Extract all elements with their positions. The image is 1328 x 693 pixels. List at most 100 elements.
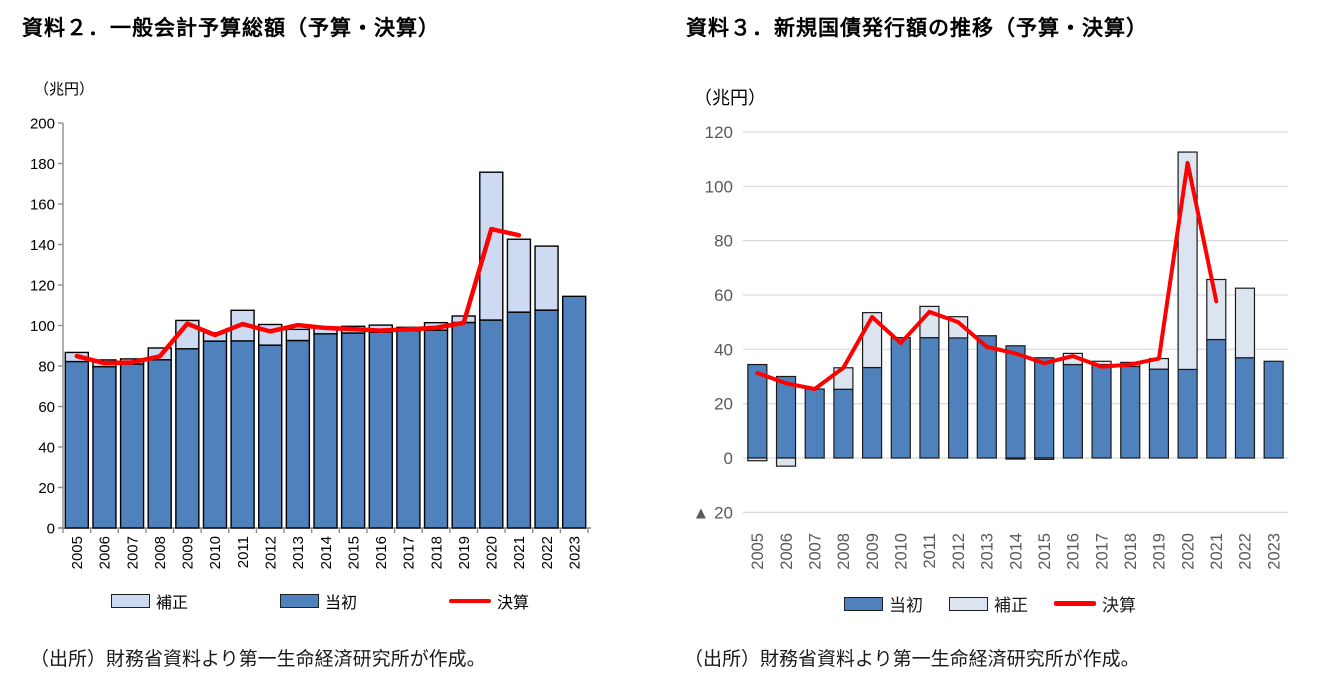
y-axis-tick-label: 180 <box>30 156 55 173</box>
source-note-right: （出所）財務省資料より第一生命経済研究所が作成。 <box>684 649 1140 670</box>
bar-initial-2018 <box>423 329 449 529</box>
x-axis-label-2017: 2017 <box>1093 533 1111 570</box>
x-axis-label-2020: 2020 <box>1179 533 1197 570</box>
bar-supplementary-2022 <box>1234 287 1256 359</box>
bar-supplementary-2021 <box>1206 278 1227 341</box>
x-axis-label-2006: 2006 <box>97 536 114 569</box>
x-axis-label-2006: 2006 <box>778 533 796 570</box>
x-axis-label-2016: 2016 <box>1065 533 1083 570</box>
x-axis-label-2019: 2019 <box>456 536 473 569</box>
y-axis-tick-label: 120 <box>705 123 733 142</box>
legend-box-swatch-dark <box>844 596 883 611</box>
bar-initial-2006 <box>775 375 797 459</box>
y-axis-tick-label: 80 <box>714 232 733 251</box>
x-axis-label-2005: 2005 <box>69 536 86 569</box>
x-axis-label-2011: 2011 <box>921 533 939 568</box>
bar-initial-2010 <box>202 340 228 529</box>
x-axis-label-2011: 2011 <box>235 536 252 568</box>
bar-initial-2005 <box>64 360 90 529</box>
bar-supplementary-2020 <box>1177 151 1198 371</box>
x-axis-label-2008: 2008 <box>152 536 169 569</box>
bar-initial-2012 <box>258 344 283 529</box>
bar-supplementary-2013 <box>285 328 311 342</box>
x-axis-label-2021: 2021 <box>1208 533 1226 570</box>
x-axis-label-2018: 2018 <box>428 536 445 569</box>
legend-line-swatch <box>449 598 491 604</box>
bar-supplementary-2005 <box>747 457 768 462</box>
bar-initial-2023 <box>1263 360 1284 459</box>
legend-item-light: 補正 <box>110 589 188 613</box>
y-axis-tick-label: 120 <box>30 277 55 294</box>
y-axis-tick-label: ▲ 20 <box>693 503 733 522</box>
chart-title-right: 資料３．新規国債発行額の推移（予算・決算） <box>686 17 1148 40</box>
bar-initial-2013 <box>285 339 311 529</box>
y-axis-unit-label-right: （兆円） <box>694 88 766 108</box>
bar-initial-2012 <box>948 337 969 459</box>
bar-initial-2013 <box>976 335 997 459</box>
bar-initial-2011 <box>230 340 255 529</box>
legend-label: 決算 <box>1102 596 1136 615</box>
bar-initial-2021 <box>1206 338 1227 459</box>
y-axis-tick-label: 140 <box>30 237 55 254</box>
legend-item-line: 決算 <box>449 589 529 613</box>
bar-initial-2016 <box>368 331 393 529</box>
bar-supplementary-2014 <box>1005 457 1026 460</box>
bar-initial-2015 <box>340 332 366 529</box>
x-axis-label-2010: 2010 <box>207 536 224 569</box>
x-axis-label-2020: 2020 <box>484 536 501 569</box>
bar-initial-2008 <box>147 359 172 529</box>
chart-title-left: 資料２．一般会計予算総額（予算・決算） <box>22 17 440 40</box>
x-axis-label-2013: 2013 <box>979 533 997 570</box>
y-axis-tick-label: 40 <box>714 340 733 359</box>
y-axis-tick-label: 20 <box>714 395 733 414</box>
bar-initial-2014 <box>313 333 338 529</box>
bar-initial-2017 <box>396 329 421 529</box>
bar-initial-2010 <box>890 337 911 459</box>
y-axis-tick-label: 100 <box>705 177 733 196</box>
x-axis-label-2022: 2022 <box>539 536 556 569</box>
legend-line-swatch <box>1054 601 1096 606</box>
y-axis-tick-label: 60 <box>714 286 733 305</box>
bar-initial-2019 <box>1148 368 1170 459</box>
legend-left: 補正 当初 決算 <box>40 589 600 613</box>
source-note-left: （出所）財務省資料より第一生命経済研究所が作成。 <box>30 649 486 670</box>
bar-initial-2014 <box>1005 345 1026 459</box>
bar-initial-2009 <box>175 348 200 529</box>
bar-supplementary-2021 <box>506 238 532 313</box>
bar-initial-2018 <box>1120 365 1141 459</box>
legend-item-dark: 当初 <box>844 591 923 616</box>
legend-label: 当初 <box>324 595 357 612</box>
settlement-line <box>755 160 1219 391</box>
bar-initial-2022 <box>1234 357 1256 459</box>
legend-label: 当初 <box>889 596 923 615</box>
legend-item-line: 決算 <box>1054 591 1136 616</box>
y-axis-unit-label-left: （兆円） <box>34 81 95 98</box>
legend-label: 補正 <box>155 595 188 612</box>
bar-initial-2011 <box>919 337 940 459</box>
x-axis-label-2009: 2009 <box>180 536 197 569</box>
bar-supplementary-2020 <box>479 171 504 321</box>
x-axis-label-2009: 2009 <box>864 533 882 570</box>
x-axis-label-2014: 2014 <box>1007 533 1025 570</box>
bar-initial-2008 <box>833 388 854 459</box>
y-axis-tick-label: 80 <box>38 358 55 375</box>
x-axis-label-2014: 2014 <box>318 536 335 569</box>
legend-label: 補正 <box>994 596 1028 615</box>
legend-item-light: 補正 <box>949 591 1028 616</box>
bar-initial-2007 <box>119 363 145 529</box>
x-axis-label-2010: 2010 <box>893 533 911 570</box>
bar-initial-2020 <box>1177 368 1198 459</box>
bar-initial-2005 <box>747 363 768 459</box>
x-axis-label-2015: 2015 <box>345 536 362 569</box>
x-axis-label-2007: 2007 <box>124 536 141 569</box>
y-axis-tick-label: 100 <box>30 318 55 335</box>
bar-supplementary-2006 <box>775 457 797 467</box>
legend-right: 当初 補正 決算 <box>760 591 1220 616</box>
x-axis-label-2023: 2023 <box>566 536 583 569</box>
bar-initial-2009 <box>861 366 883 459</box>
bar-initial-2015 <box>1034 357 1055 459</box>
y-axis-tick-label: 160 <box>30 196 55 213</box>
x-axis-label-2012: 2012 <box>950 533 968 570</box>
legend-box-swatch-dark <box>279 594 319 608</box>
